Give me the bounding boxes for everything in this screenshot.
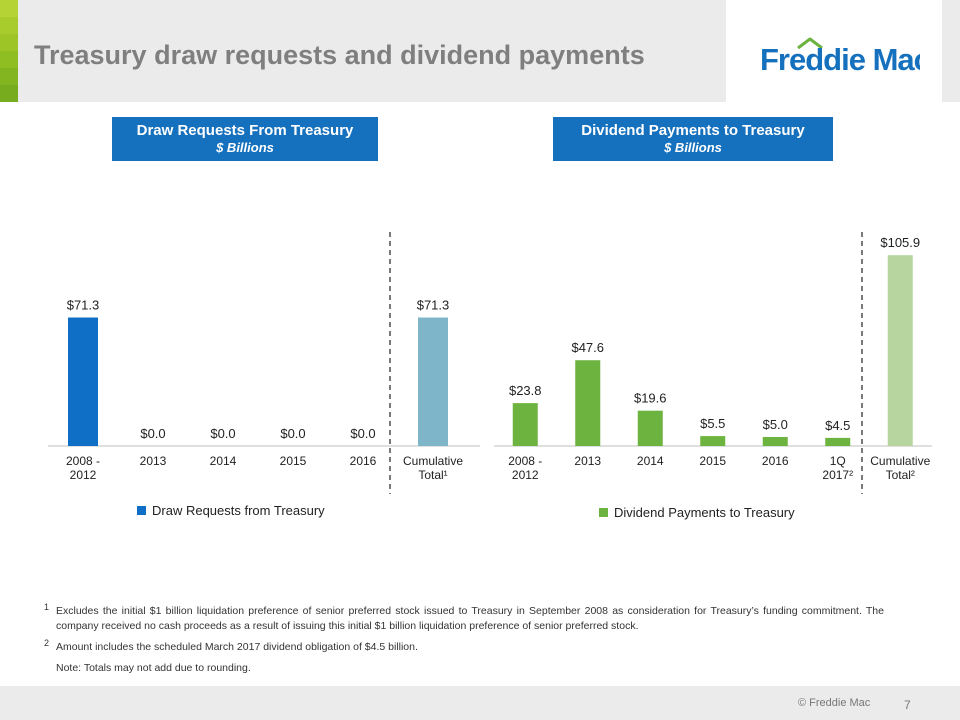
dividend-bar (887, 255, 913, 446)
page-title: Treasury draw requests and dividend paym… (34, 40, 645, 70)
dividend-payments-title: Dividend Payments to Treasury (581, 122, 805, 139)
draw-category-label: Total¹ (418, 468, 447, 482)
draw-bar (418, 317, 448, 446)
dividend-payments-subtitle: $ Billions (664, 140, 722, 155)
footnote-2: 2 Amount includes the scheduled March 20… (44, 638, 884, 655)
dividend-category-label: 2017² (822, 468, 853, 482)
accent-stripe (0, 0, 18, 102)
accent-stripe-segment (0, 68, 18, 85)
dividend-category-label: 2012 (512, 468, 539, 482)
draw-legend-swatch (137, 506, 146, 515)
dividend-legend-label: Dividend Payments to Treasury (614, 505, 795, 520)
accent-stripe-segment (0, 34, 18, 51)
dividend-category-label: 1Q (830, 454, 846, 468)
draw-bar (68, 317, 98, 446)
draw-data-label: $71.3 (417, 298, 450, 313)
draw-requests-title: Draw Requests From Treasury (136, 122, 354, 139)
dividend-bar (762, 436, 788, 446)
draw-category-label: 2014 (210, 454, 237, 468)
header-band (0, 0, 726, 102)
dividend-category-label: 2008 - (508, 454, 542, 468)
freddie-mac-logo: Freddie Mac (760, 37, 920, 76)
accent-stripe-segment (0, 51, 18, 68)
dividend-data-label: $23.8 (509, 383, 542, 398)
draw-category-label: 2015 (280, 454, 307, 468)
dividend-data-label: $5.0 (763, 417, 788, 432)
copyright: © Freddie Mac (798, 697, 871, 709)
draw-category-label: 2016 (350, 454, 377, 468)
dividend-category-label: 2014 (637, 454, 664, 468)
dividend-bar (512, 403, 538, 446)
dividend-category-label: Total² (886, 468, 915, 482)
draw-category-label: 2013 (140, 454, 167, 468)
dividend-data-label: $19.6 (634, 391, 667, 406)
draw-requests-header: Draw Requests From Treasury $ Billions (112, 117, 378, 161)
accent-stripe-segment (0, 17, 18, 34)
accent-stripe-segment (0, 85, 18, 102)
dividend-data-label: $47.6 (571, 340, 604, 355)
dividend-data-label: $4.5 (825, 418, 850, 433)
draw-requests-subtitle: $ Billions (216, 140, 274, 155)
draw-category-label: 2012 (70, 468, 97, 482)
footnotes: 1 Excludes the initial $1 billion liquid… (44, 602, 884, 682)
draw-category-label: 2008 - (66, 454, 100, 468)
header-edge (942, 0, 960, 102)
dividend-bar (575, 360, 601, 446)
dividend-bar (700, 436, 726, 446)
footer-bar (0, 686, 960, 720)
dividend-data-label: $105.9 (880, 235, 920, 250)
draw-data-label: $71.3 (67, 298, 100, 313)
draw-data-label: $0.0 (350, 426, 375, 441)
accent-stripe-segment (0, 0, 18, 17)
footnote-1-text: Excludes the initial $1 billion liquidat… (56, 605, 884, 632)
dividend-category-label: Cumulative (870, 454, 930, 468)
rounding-note: Note: Totals may not add due to rounding… (44, 661, 884, 676)
footnote-1: 1 Excludes the initial $1 billion liquid… (44, 602, 884, 634)
dividend-payments-header: Dividend Payments to Treasury $ Billions (553, 117, 833, 161)
dividend-category-label: 2015 (699, 454, 726, 468)
page-number: 7 (904, 698, 911, 712)
dividend-category-label: 2016 (762, 454, 789, 468)
dividend-bar (825, 437, 851, 446)
rounding-note-text: Note: Totals may not add due to rounding… (56, 662, 251, 674)
draw-legend-label: Draw Requests from Treasury (152, 503, 325, 518)
footnote-1-mark: 1 (44, 602, 50, 612)
footnote-2-mark: 2 (44, 638, 50, 648)
dividend-bar (637, 410, 663, 446)
draw-data-label: $0.0 (140, 426, 165, 441)
dividend-category-label: 2013 (574, 454, 601, 468)
logo-wordmark: Freddie Mac (760, 42, 920, 76)
dividend-data-label: $5.5 (700, 416, 725, 431)
draw-data-label: $0.0 (210, 426, 235, 441)
dividend-legend-swatch (599, 508, 608, 517)
footnote-2-text: Amount includes the scheduled March 2017… (56, 641, 418, 653)
logo-area (726, 0, 942, 102)
draw-data-label: $0.0 (280, 426, 305, 441)
draw-category-label: Cumulative (403, 454, 463, 468)
